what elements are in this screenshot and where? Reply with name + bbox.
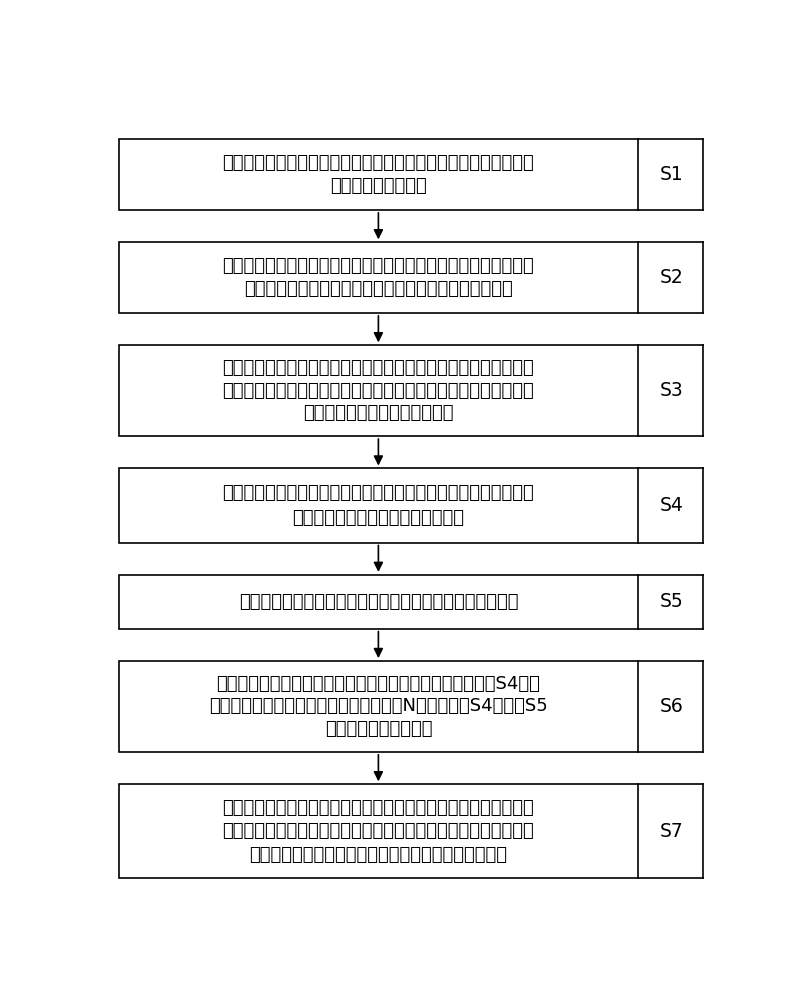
Text: 行变量设计处理，筛选出优化变量；: 行变量设计处理，筛选出优化变量； [293,509,464,527]
Text: 差后，优化收敛，完成所述叶轮转子系统的优化求解。: 差后，优化收敛，完成所述叶轮转子系统的优化求解。 [249,846,508,864]
Text: S1: S1 [660,165,684,184]
Text: 对设计变量进行参数标定，以模态和瞬态分析结果为优化目标，进: 对设计变量进行参数标定，以模态和瞬态分析结果为优化目标，进 [222,484,534,502]
Text: S2: S2 [660,268,684,287]
Bar [119,661,638,752]
Bar [119,345,638,436]
Bar [119,784,638,878]
Bar [119,575,638,629]
Text: 根据优化变量和优化目标建立数学模型，采用非支配排序遗传算法: 根据优化变量和优化目标建立数学模型，采用非支配排序遗传算法 [222,799,534,817]
Text: 根据所述优化变量样本点及优化目标，建立出克里金模型；: 根据所述优化变量样本点及优化目标，建立出克里金模型； [239,593,518,611]
Text: ，直至满足精度标准；: ，直至满足精度标准； [325,720,432,738]
Text: 将流体力学分析求解结果中流固接触面的压力信息导入并施加到叶: 将流体力学分析求解结果中流固接触面的压力信息导入并施加到叶 [222,359,534,377]
Text: 叶轮转子系统的力学分析结果；: 叶轮转子系统的力学分析结果； [303,404,454,422]
Text: S3: S3 [660,381,684,400]
Text: 叶轮和一个阶梯轴；: 叶轮和一个阶梯轴； [330,177,427,195]
Bar [119,139,638,210]
Text: 构建叶轮转子系统的三维参数化模型的网格模型，根据叶轮转子系: 构建叶轮转子系统的三维参数化模型的网格模型，根据叶轮转子系 [222,257,534,275]
Text: 建立叶轮转子系统的三维参数化模型，所述转子系统至少包括一个: 建立叶轮转子系统的三维参数化模型，所述转子系统至少包括一个 [222,154,534,172]
Text: S4: S4 [660,496,684,515]
Bar [119,468,638,543]
Text: 统的运行工况设定出边界条件，进行流体力学分析求解；: 统的运行工况设定出边界条件，进行流体力学分析求解； [244,280,512,298]
Text: S7: S7 [660,822,684,841]
Text: 行变量设计处理过程中的给定样本点数目N，重复步骤S4和步骤S5: 行变量设计处理过程中的给定样本点数目N，重复步骤S4和步骤S5 [209,697,548,715]
Text: S6: S6 [660,697,684,716]
Text: 轮转子结构上，对叶轮转子系统的模态和瞬态进行响应分析，得到: 轮转子结构上，对叶轮转子系统的模态和瞬态进行响应分析，得到 [222,382,534,400]
Text: ，结合克里金模型，在判断优化目标相邻两次迭代差値小于设定容: ，结合克里金模型，在判断优化目标相邻两次迭代差値小于设定容 [222,822,534,840]
Text: 判断克里金模型是否满足收敛准则，若不满足，则增大步骤S4中进: 判断克里金模型是否满足收敛准则，若不满足，则增大步骤S4中进 [217,675,541,693]
Bar [119,242,638,313]
Text: S5: S5 [660,592,684,611]
